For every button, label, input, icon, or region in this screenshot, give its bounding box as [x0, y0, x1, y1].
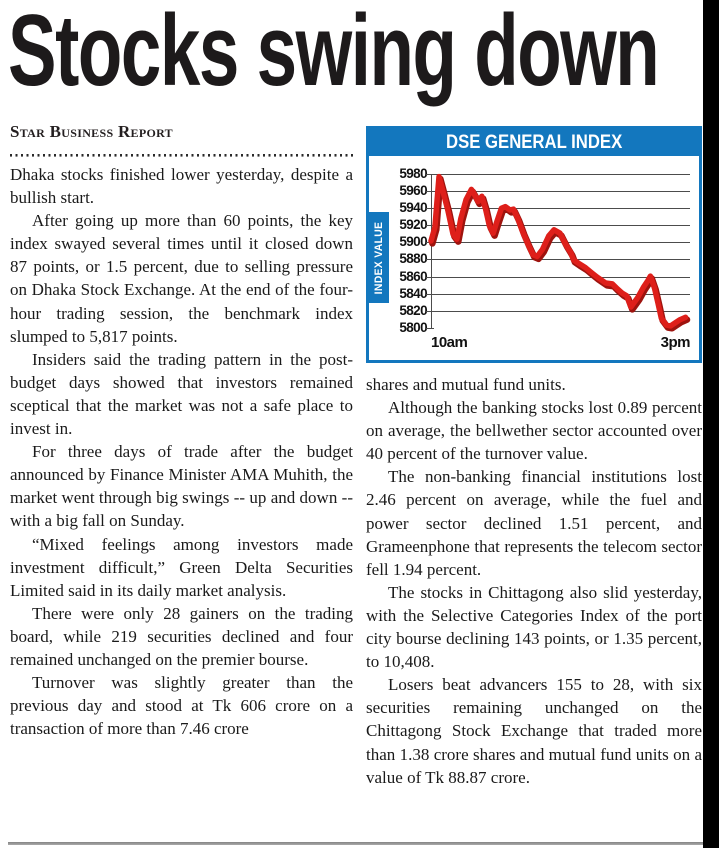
right-column-paragraphs: shares and mutual fund units. Although th… [366, 373, 702, 789]
gridline [426, 190, 690, 192]
gridline [426, 310, 690, 312]
left-column-paragraphs: Dhaka stocks finished lower yesterday, d… [10, 163, 353, 740]
gridline [426, 276, 690, 278]
y-tick-label: 5900 [399, 234, 427, 250]
y-axis-label: INDEX VALUE [373, 221, 386, 294]
plot-svg [428, 173, 691, 332]
article-paragraph: Losers beat advancers 155 to 28, with si… [366, 675, 702, 787]
right-column: shares and mutual fund units. Although th… [366, 373, 702, 789]
y-tick-label: 5980 [399, 165, 427, 181]
y-tick-label: 5820 [399, 302, 427, 318]
y-tick-label: 5960 [399, 182, 427, 198]
article-paragraph: There were only 28 gainers on the tradin… [10, 603, 353, 669]
y-tick-label: 5840 [399, 285, 427, 301]
article-paragraph: shares and mutual fund units. [366, 375, 566, 394]
article-paragraph: The non-banking financial institutions l… [366, 467, 702, 579]
article-paragraph: Insiders said the trading pattern in the… [10, 349, 353, 439]
chart-title: DSE GENERAL INDEX [445, 131, 623, 153]
x-label-start: 10am [431, 334, 468, 351]
y-tick-label: 5880 [399, 251, 427, 267]
y-axis-line [431, 173, 432, 328]
index-line [428, 173, 689, 329]
gridline [426, 207, 690, 209]
y-axis-label-tab: INDEX VALUE [369, 212, 389, 303]
article-paragraph: For three days of trade after the budget… [10, 442, 353, 531]
dse-index-chart: DSE GENERAL INDEX INDEX VALUE 5980 5960 59… [366, 126, 702, 363]
y-tick-label: 5800 [399, 320, 427, 335]
article-paragraph: Although the banking stocks lost 0.89 pe… [366, 398, 702, 464]
chart-inner: DSE GENERAL INDEX INDEX VALUE 5980 5960 59… [369, 129, 699, 360]
dotted-rule [10, 154, 353, 157]
gridline [426, 328, 434, 329]
gridline [426, 242, 690, 244]
gridline [426, 259, 690, 261]
chart-title-bar: DSE GENERAL INDEX [369, 129, 699, 156]
article-paragraph: “Mixed feelings among investors made inv… [10, 534, 353, 600]
gridline [426, 225, 690, 226]
index-line-shadow [429, 175, 691, 332]
byline: Star Business Report [10, 122, 173, 141]
article-paragraph: After going up more than 60 points, the … [10, 211, 353, 346]
y-tick-label: 5940 [399, 199, 427, 215]
x-label-end: 3pm [660, 334, 691, 351]
article-paragraph: Turnover was slightly greater than the p… [10, 673, 353, 739]
y-tick-label: 5920 [399, 217, 427, 232]
bottom-section-rule [8, 842, 703, 845]
page-edge-black-strip [703, 0, 719, 848]
gridline [426, 173, 690, 175]
y-tick-label: 5860 [399, 268, 427, 284]
article-headline: Stocks swing down [8, 0, 660, 107]
left-column: Star Business Report Dhaka stocks finish… [10, 122, 353, 740]
article-paragraph: The stocks in Chittagong also slid yeste… [366, 582, 702, 672]
gridline [426, 293, 690, 295]
article-paragraph: Dhaka stocks finished lower yesterday, d… [10, 165, 353, 208]
